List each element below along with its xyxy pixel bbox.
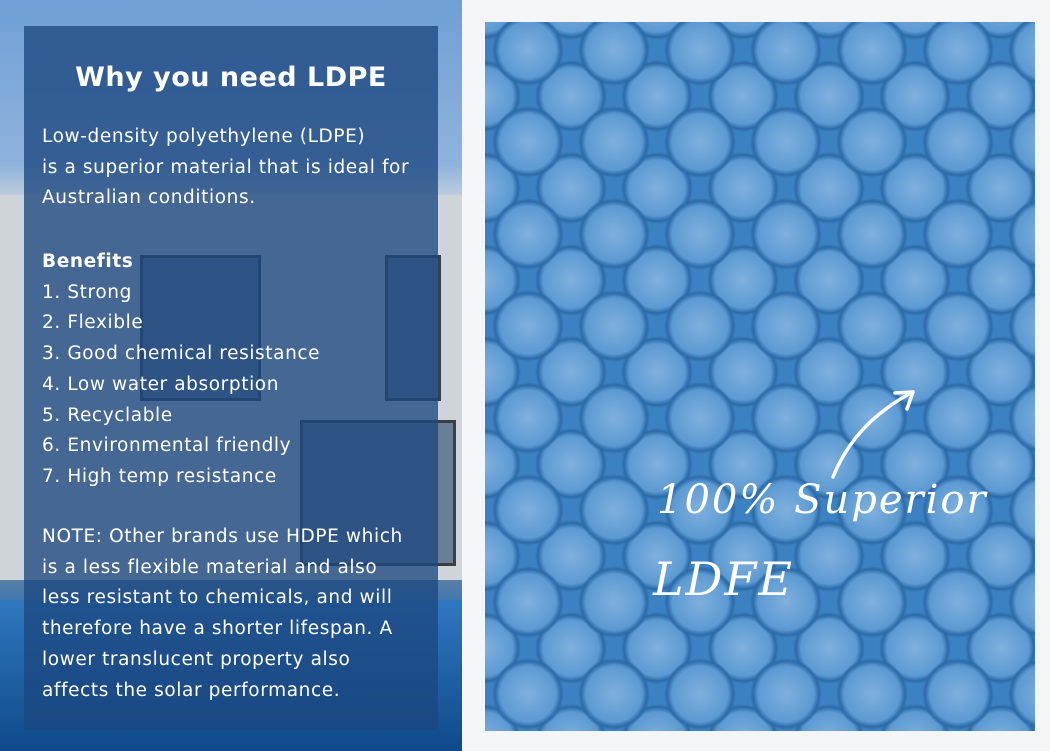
note-line: affects the solar performance. [42,679,341,701]
note-line: lower translucent property also [42,648,351,670]
info-panel: Why you need LDPE Low-density polyethyle… [24,26,438,730]
bubble-cover-photo: 100% Superior LDFE [485,22,1035,731]
note-line: is a less flexible material and also [42,556,378,578]
benefit-item: 2. Flexible [42,312,144,334]
callout-line-2: LDFE [653,552,794,606]
intro-line: Australian conditions. [42,187,256,209]
benefit-item: 1. Strong [42,281,132,303]
intro-text: Low-density polyethylene (LDPE) is a sup… [42,122,409,214]
benefit-item: 3. Good chemical resistance [42,343,321,365]
note-line: NOTE: Other brands use HDPE which [42,526,403,547]
benefits-heading: Benefits [42,251,134,272]
benefit-item: 7. High temp resistance [42,465,277,487]
benefit-item: 5. Recyclable [42,404,173,426]
panel-title: Why you need LDPE [75,62,387,93]
curved-arrow-icon [831,390,915,479]
benefit-item: 6. Environmental friendly [42,435,292,457]
benefit-item: 4. Low water absorption [42,373,280,395]
note-line: less resistant to chemicals, and will [42,587,393,609]
note-line: therefore have a shorter lifespan. A [42,618,393,640]
callout-line-1: 100% Superior [657,477,988,523]
note-text: NOTE: Other brands use HDPE which is a l… [42,522,403,706]
intro-line: Low-density polyethylene (LDPE) [42,126,366,147]
benefits-list: Benefits 1. Strong 2. Flexible 3. Good c… [42,247,320,493]
intro-line: is a superior material that is ideal for [42,156,410,178]
